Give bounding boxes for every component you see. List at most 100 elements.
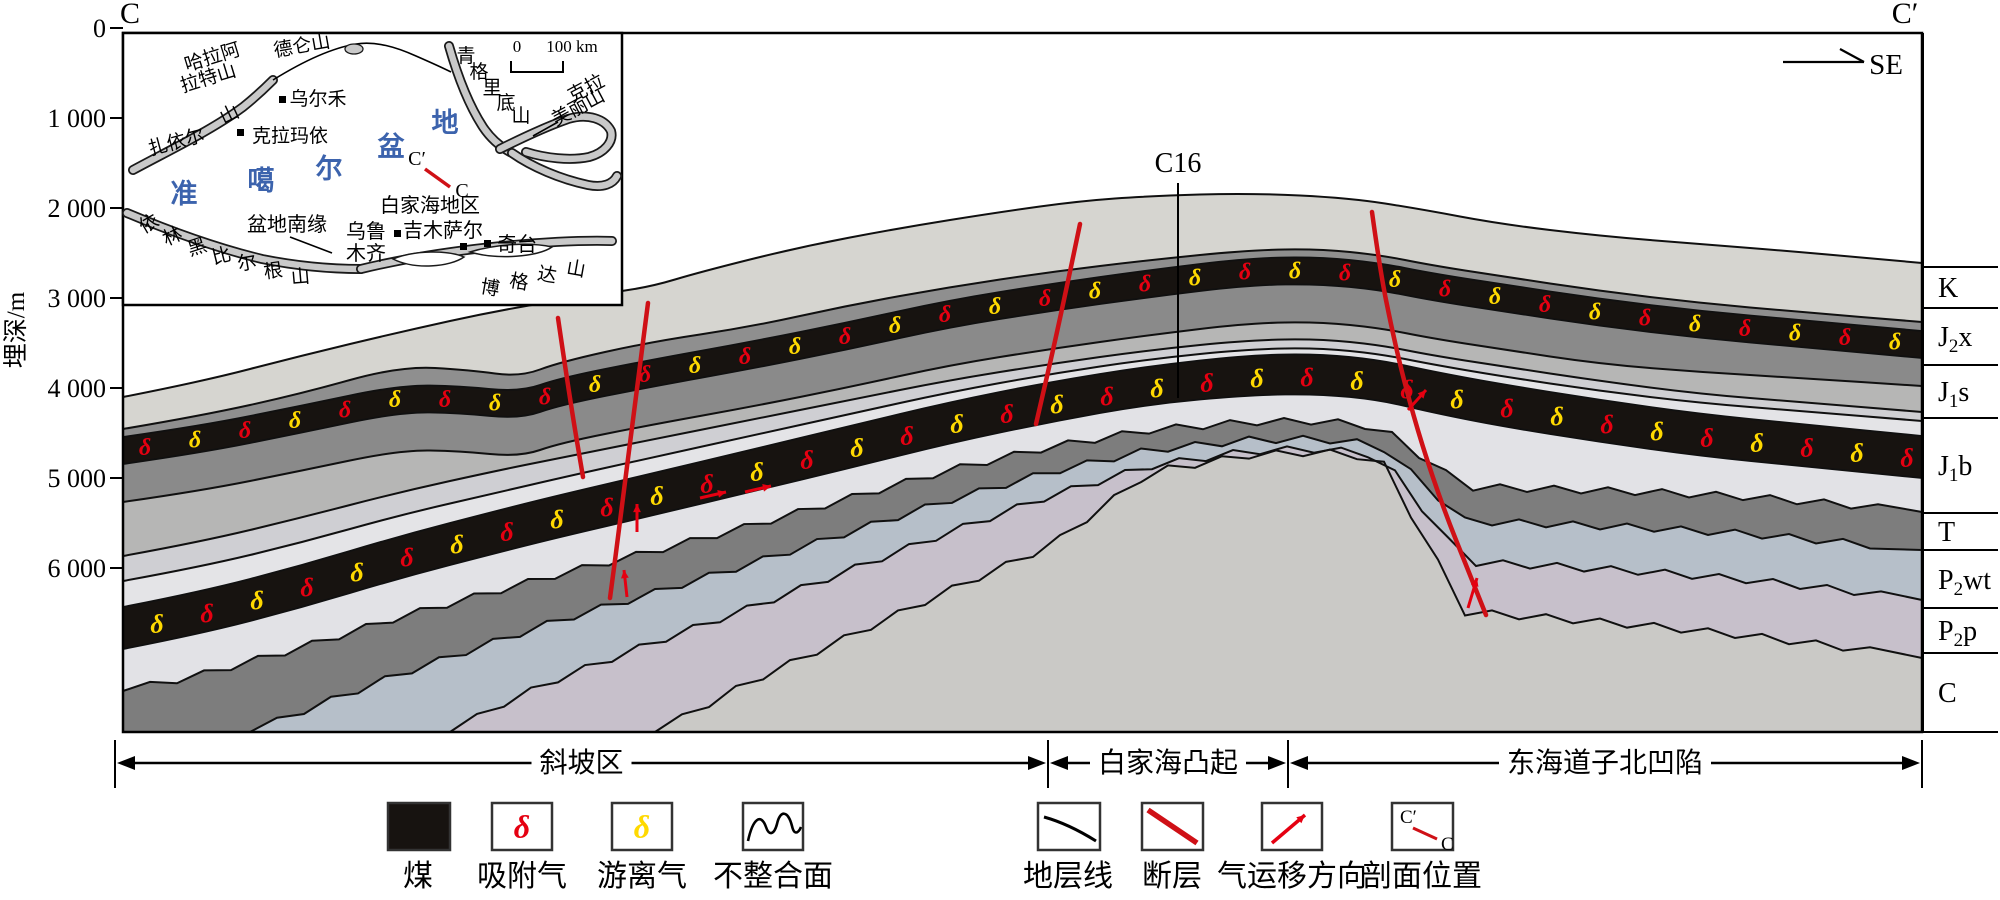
map-label: 格 [508, 270, 531, 295]
zone-label: 白家海凸起 [1098, 747, 1238, 779]
free-gas-symbol: δ [1050, 390, 1063, 419]
free-gas-symbol: δ [989, 294, 1001, 320]
layer-P2p-top-boundary [449, 445, 1923, 733]
gas-migration-arrowhead [621, 570, 629, 579]
adsorbed-gas-symbol: δ [539, 384, 551, 410]
city-marker [237, 129, 244, 136]
zone-arrowhead [1290, 756, 1308, 770]
strat-label-column: K J2x J1s J1b T P2wt P2p C [1922, 33, 1998, 733]
adsorbed-gas-symbol: δ [600, 493, 613, 522]
legend-end-label-a: C′ [1400, 807, 1417, 828]
adsorbed-gas-symbol: δ [1700, 424, 1713, 453]
free-gas-symbol: δ [950, 410, 963, 439]
map-section-end-a: C′ [408, 148, 426, 170]
inset-location-map: 哈拉阿拉特山德仑山乌尔禾山扎依尔 克拉玛依青格里底山克拉美丽山白家海地区盆地南缘乌… [121, 30, 624, 307]
layer-J1b-light-top-boundary [122, 347, 1923, 582]
legend-end-label-b: C [1441, 834, 1454, 855]
city-marker [460, 243, 467, 250]
free-gas-symbol: δ [634, 809, 650, 845]
free-gas-symbol: δ [650, 481, 663, 510]
adsorbed-gas-symbol: δ [900, 421, 913, 450]
free-gas-symbol: δ [489, 391, 501, 417]
axis-tick-label: 4 000 [48, 374, 107, 403]
free-gas-symbol: δ [789, 334, 801, 360]
free-gas-symbol: δ [1850, 439, 1863, 468]
legend-label: 吸附气 [477, 860, 567, 893]
section-location-line [1412, 826, 1438, 841]
map-label: 尔 [236, 251, 259, 276]
map-scale-label: 100 km [546, 37, 597, 56]
free-gas-symbol: δ [1189, 266, 1201, 292]
adsorbed-gas-symbol: δ [1639, 305, 1651, 331]
basin-south-margin-pointer [289, 236, 333, 254]
free-gas-symbol: δ [1650, 417, 1663, 446]
free-gas-symbol: δ [1789, 321, 1801, 347]
layer-K-top-boundary [122, 192, 1923, 398]
layer-T-top-boundary [122, 416, 1923, 692]
gas-migration-arrowhead [1296, 815, 1305, 824]
adsorbed-gas-symbol: δ [839, 324, 851, 350]
adsorbed-gas-symbol: δ [1139, 272, 1151, 298]
free-gas-symbol: δ [1450, 385, 1463, 414]
layer-J1b-upper-top-boundary [122, 338, 1923, 557]
strata-boundaries [122, 192, 1923, 733]
adsorbed-gas-symbol: δ [1039, 286, 1051, 312]
map-label: 盆地南缘 [247, 213, 327, 236]
strat-label: C [1938, 678, 1957, 709]
layer-J2x-upper-top-boundary [122, 248, 1923, 430]
adsorbed-gas-symbol: δ [1800, 434, 1813, 463]
mountain-ridge [129, 76, 277, 174]
adsorbed-gas-symbol: δ [339, 398, 351, 424]
gas-migration-arrowhead [633, 504, 641, 513]
free-gas-symbol: δ [1889, 330, 1901, 356]
legend-swatch-section-location [1390, 801, 1455, 852]
adsorbed-gas-symbol: δ [639, 362, 651, 388]
adsorbed-gas-symbol: δ [1000, 400, 1013, 429]
free-gas-symbol: δ [150, 609, 163, 638]
layer-sub-coal-top-boundary [122, 393, 1923, 650]
map-label: 底 [496, 92, 515, 114]
section-end-label-left: C [120, 0, 140, 30]
free-gas-symbol: δ [589, 372, 601, 398]
map-label: 格 [469, 61, 488, 83]
delun-ridge-blob [344, 43, 364, 55]
free-gas-symbol: δ [889, 313, 901, 339]
strat-label: J1b [1938, 451, 1972, 486]
basin-margin-lens [391, 251, 466, 267]
adsorbed-gas-symbol: δ [400, 543, 413, 572]
free-gas-symbol: δ [550, 505, 563, 534]
adsorbed-gas-symbol: δ [200, 599, 213, 628]
gas-migration-arrowhead [762, 484, 771, 492]
free-gas-symbol: δ [389, 387, 401, 413]
adsorbed-gas-symbol: δ [1200, 369, 1213, 398]
fault-line-symbol [1146, 807, 1199, 846]
layer-J2x-lower-top-boundary [122, 283, 1923, 465]
gas-migration-arrowhead [717, 490, 726, 498]
axis-tick-label: 6 000 [48, 554, 107, 583]
adsorbed-gas-symbol: δ [1539, 292, 1551, 318]
basin-boundary-line [272, 42, 452, 81]
map-label: 根 [262, 259, 284, 283]
map-label: 吉木萨尔 [403, 219, 483, 242]
legend-label: 气运移方向 [1217, 860, 1367, 893]
free-gas-symbol: δ [1689, 311, 1701, 337]
fault-line [1033, 221, 1083, 427]
map-scale-zero: 0 [513, 37, 522, 56]
adsorbed-gas-symbol: δ [1600, 410, 1613, 439]
free-gas-symbol: δ [1589, 299, 1601, 325]
map-label: 白家海地区 [380, 194, 480, 217]
adsorbed-gas-symbol: δ [1839, 325, 1851, 351]
basin-name-char: 噶 [248, 166, 275, 196]
map-label: 奇台 [497, 233, 537, 256]
free-gas-symbol: δ [1250, 364, 1263, 393]
legend-label: 断层 [1142, 860, 1202, 893]
free-gas-symbol: δ [1489, 284, 1501, 310]
adsorbed-gas-symbol: δ [1300, 363, 1313, 392]
zone-label-bg [1090, 747, 1246, 779]
layer-J1s-top-boundary [122, 321, 1923, 503]
se-direction-arrow-barb [1839, 48, 1865, 63]
axis-title: 埋深/m [2, 291, 30, 368]
adsorbed-gas-symbol: δ [939, 302, 951, 328]
adsorbed-gas-symbol: δ [739, 344, 751, 370]
basin-name-char: 尔 [316, 154, 343, 184]
